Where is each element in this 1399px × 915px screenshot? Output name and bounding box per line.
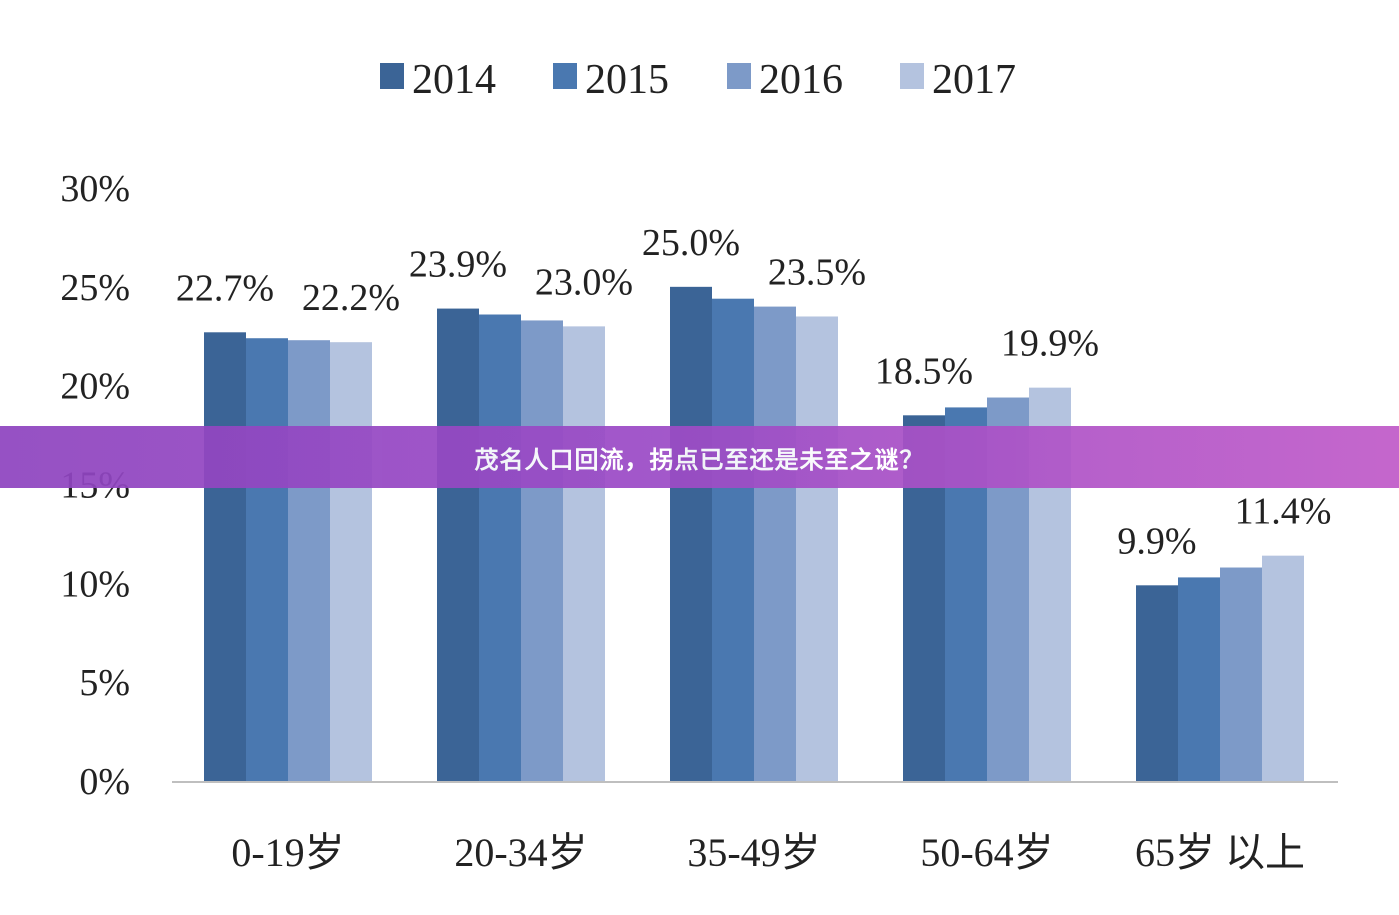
data-label: 18.5%: [875, 350, 973, 392]
x-axis: 0-19岁 20-34岁 35-49岁 50-64岁 65岁 以上: [172, 781, 1338, 875]
y-tick-label: 20%: [60, 366, 130, 408]
bar-2015-4: [1178, 577, 1220, 781]
data-label: 22.2%: [302, 277, 400, 319]
bar-2017-2: [796, 316, 838, 781]
bar-2014-2: [670, 286, 712, 781]
legend-label-2014: 2014: [412, 57, 496, 103]
bar-2014-4: [1136, 585, 1178, 781]
data-label: 11.4%: [1235, 491, 1332, 533]
bar-2016-2: [754, 306, 796, 781]
y-tick-label: 10%: [60, 563, 130, 605]
bar-2016-1: [521, 320, 563, 781]
bar-2014-1: [437, 308, 479, 781]
data-label: 25.0%: [642, 222, 740, 264]
x-category-label: 20-34岁: [454, 830, 587, 875]
bar-2017-0: [330, 342, 372, 781]
data-label: 23.9%: [409, 244, 507, 286]
bar-2015-0: [246, 338, 288, 781]
x-category-label: 50-64岁: [920, 830, 1053, 875]
legend-swatch-2016: [727, 63, 751, 89]
y-axis: 0%5%10%15%20%25%30%: [60, 168, 130, 803]
legend: 2014 2015 2016 2017: [380, 57, 1016, 103]
bars: [204, 286, 1304, 781]
bar-2016-0: [288, 340, 330, 781]
y-tick-label: 0%: [79, 761, 130, 803]
x-category-label: 65岁 以上: [1135, 830, 1305, 875]
data-label: 23.0%: [535, 261, 633, 303]
data-label: 9.9%: [1117, 520, 1196, 562]
x-category-label: 0-19岁: [231, 830, 344, 875]
data-label: 19.9%: [1001, 323, 1099, 365]
bar-2017-1: [563, 326, 605, 781]
y-tick-label: 25%: [60, 267, 130, 309]
banner-title: 茂名人口回流，拐点已至还是未至之谜？: [474, 445, 925, 474]
bar-2014-0: [204, 332, 246, 781]
legend-swatch-2017: [900, 63, 924, 89]
legend-swatch-2015: [553, 63, 577, 89]
data-labels: 22.7% 22.2%23.9% 23.0%25.0% 23.5% 18.5% 19.9%…: [176, 222, 1331, 562]
legend-label-2015: 2015: [585, 57, 669, 103]
title-banner: 茂名人口回流，拐点已至还是未至之谜？: [0, 426, 1399, 488]
bar-2015-2: [712, 298, 754, 781]
y-tick-label: 30%: [60, 168, 130, 210]
data-label: 23.5%: [768, 251, 866, 293]
legend-label-2017: 2017: [932, 57, 1016, 103]
legend-swatch-2014: [380, 63, 404, 89]
bar-2016-4: [1220, 567, 1262, 781]
x-category-label: 35-49岁: [687, 830, 820, 875]
bar-2017-4: [1262, 555, 1304, 781]
bar-2015-1: [479, 314, 521, 781]
data-label: 22.7%: [176, 267, 274, 309]
y-tick-label: 5%: [79, 662, 130, 704]
legend-label-2016: 2016: [759, 57, 843, 103]
